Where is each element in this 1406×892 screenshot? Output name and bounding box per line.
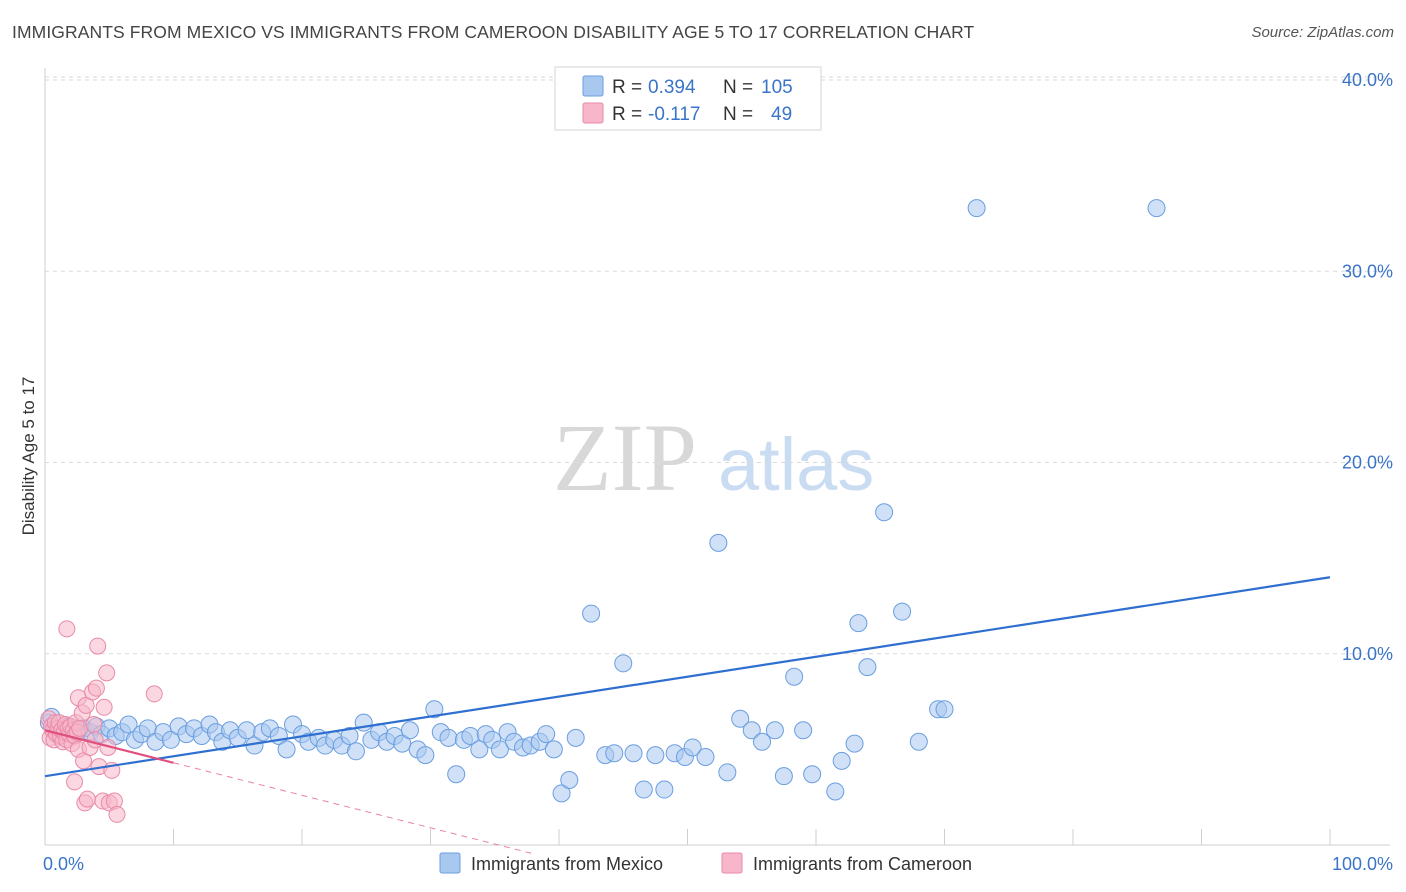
- cameroon-point: [58, 620, 76, 638]
- mexico-point: [537, 725, 556, 744]
- mexico-point: [683, 738, 702, 757]
- series-mexico-points: [39, 199, 1166, 803]
- legend-r-value-cameroon: -0.117: [648, 104, 700, 125]
- mexico-point: [742, 721, 761, 740]
- mexico-point: [845, 734, 864, 753]
- bottom-legend-swatch-cameroon: [721, 852, 743, 874]
- mexico-point: [646, 746, 665, 765]
- chart-title: IMMIGRANTS FROM MEXICO VS IMMIGRANTS FRO…: [12, 22, 975, 42]
- mexico-point: [803, 765, 822, 784]
- legend-n-label-mexico: N =: [723, 77, 753, 98]
- tick-labels: 10.0% 20.0% 30.0% 40.0% 0.0% 100.0%: [43, 70, 1393, 874]
- legend-n-value-cameroon: 49: [771, 104, 792, 125]
- mexico-point: [614, 654, 633, 673]
- mexico-point: [425, 700, 444, 719]
- legend-r-label-mexico: R =: [612, 77, 642, 98]
- mexico-point: [439, 728, 458, 747]
- x-tick-label-0: 0.0%: [43, 854, 84, 874]
- mexico-point: [346, 742, 365, 761]
- mexico-point: [849, 614, 868, 633]
- mexico-point: [709, 533, 728, 552]
- mexico-point: [560, 770, 579, 789]
- mexico-point: [544, 740, 563, 759]
- mexico-point: [718, 763, 737, 782]
- y-tick-label-30: 30.0%: [1342, 261, 1393, 281]
- cameroon-point: [66, 773, 84, 791]
- bottom-legend-label-mexico: Immigrants from Mexico: [471, 854, 663, 874]
- cameroon-point: [78, 790, 96, 808]
- bottom-legend-label-cameroon: Immigrants from Cameroon: [753, 854, 972, 874]
- source-credit: Source: ZipAtlas.com: [1251, 24, 1394, 41]
- legend-n-label-cameroon: N =: [723, 104, 753, 125]
- mexico-point: [566, 728, 585, 747]
- mexico-point: [470, 740, 489, 759]
- cameroon-point: [108, 805, 126, 823]
- mexico-point: [858, 658, 877, 677]
- mexico-point: [765, 721, 784, 740]
- cameroon-trend-extrapolation: [173, 762, 534, 855]
- trend-lines: [44, 576, 1331, 855]
- mexico-point: [696, 748, 715, 767]
- mexico-point: [935, 700, 954, 719]
- mexico-point: [753, 732, 772, 751]
- cameroon-point: [87, 679, 105, 697]
- cameroon-point: [95, 698, 113, 716]
- mexico-point: [731, 709, 750, 728]
- watermark-zip: ZIP: [553, 404, 697, 511]
- mexico-point: [774, 767, 793, 786]
- cameroon-point: [98, 664, 116, 682]
- cameroon-point: [145, 685, 163, 703]
- grid-lines: [45, 76, 1390, 655]
- legend-n-value-mexico: 105: [761, 77, 793, 98]
- legend-box: R = 0.394 N = 105 R = -0.117 N = 49: [554, 66, 822, 131]
- bottom-legend: Immigrants from Mexico Immigrants from C…: [439, 852, 972, 874]
- legend-r-label-cameroon: R =: [612, 104, 642, 125]
- y-tick-label-10: 10.0%: [1342, 644, 1393, 664]
- mexico-point: [552, 784, 571, 803]
- mexico-point: [794, 721, 813, 740]
- mexico-point: [582, 604, 601, 623]
- mexico-point: [605, 744, 624, 763]
- legend-swatch-mexico: [582, 75, 604, 97]
- bottom-legend-swatch-mexico: [439, 852, 461, 874]
- mexico-point: [893, 602, 912, 621]
- mexico-point: [416, 746, 435, 765]
- y-axis-label: Disability Age 5 to 17: [19, 377, 38, 536]
- legend-swatch-cameroon: [582, 102, 604, 124]
- mexico-point: [832, 751, 851, 770]
- mexico-point: [490, 740, 509, 759]
- mexico-point: [447, 765, 466, 784]
- legend-r-value-mexico: 0.394: [648, 77, 696, 98]
- y-tick-label-20: 20.0%: [1342, 453, 1393, 473]
- cameroon-point: [85, 716, 103, 734]
- cameroon-point: [71, 719, 89, 737]
- mexico-point: [277, 740, 296, 759]
- mexico-point: [400, 721, 419, 740]
- mexico-point: [785, 667, 804, 686]
- mexico-point: [875, 503, 894, 522]
- mexico-point: [655, 780, 674, 799]
- mexico-point: [826, 782, 845, 801]
- mexico-point: [237, 721, 256, 740]
- mexico-trend-line: [44, 576, 1331, 778]
- mexico-point: [1147, 199, 1166, 218]
- mexico-point: [909, 732, 928, 751]
- watermark-atlas: atlas: [718, 423, 874, 506]
- mexico-point: [119, 715, 138, 734]
- x-tick-label-100: 100.0%: [1332, 854, 1393, 874]
- series-cameroon-points: [40, 620, 163, 823]
- mexico-point: [634, 780, 653, 799]
- y-tick-label-40: 40.0%: [1342, 70, 1393, 90]
- cameroon-point: [89, 637, 107, 655]
- mexico-point: [624, 744, 643, 763]
- cameroon-trend-line: [44, 729, 174, 764]
- mexico-point: [967, 199, 986, 218]
- mexico-point: [340, 726, 359, 745]
